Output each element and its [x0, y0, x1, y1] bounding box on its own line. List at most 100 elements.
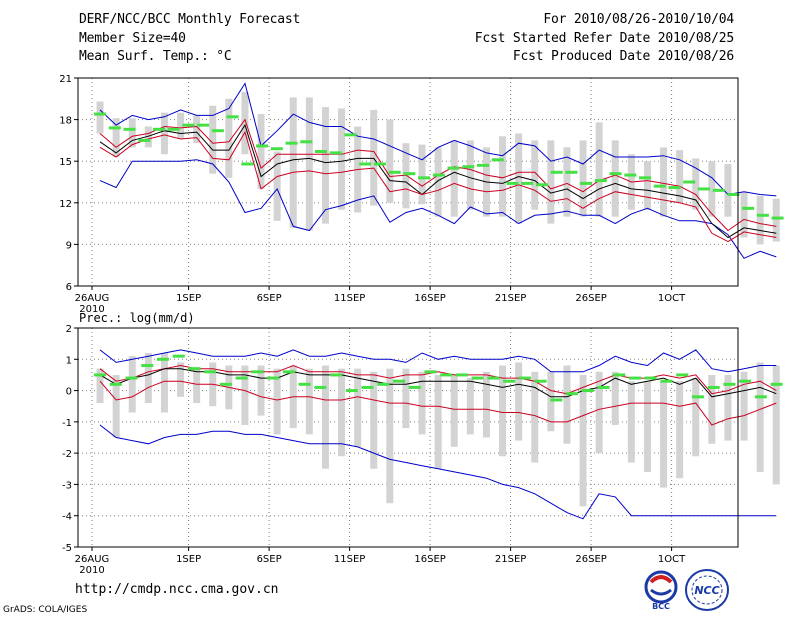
y-tick-label: 21: [59, 74, 72, 85]
temperature-panel: 6 9 12 15 18 21 26AUG 1SEP 6SEP 11SEP 16SEP 21SEP 26…: [59, 74, 784, 315]
observed-marker: [408, 385, 421, 389]
observed-marker: [506, 181, 519, 185]
observed-marker: [521, 181, 534, 185]
observed-marker: [388, 170, 401, 174]
spread-box: [402, 368, 410, 429]
observed-marker: [691, 395, 704, 399]
spread-box: [193, 115, 201, 144]
spread-box: [740, 371, 748, 441]
series-min-line: [99, 82, 777, 197]
observed-marker: [471, 376, 484, 380]
observed-marker: [156, 357, 169, 361]
observed-marker: [683, 180, 696, 184]
source-url[interactable]: http://cmdp.ncc.cma.gov.cn: [75, 582, 279, 597]
spread-box: [177, 112, 185, 140]
y-tick-label: -5: [62, 543, 72, 554]
spread-box: [692, 158, 700, 210]
spread-box: [338, 108, 346, 210]
x-tick-label: 6SEP: [257, 293, 282, 304]
spread-box: [418, 371, 426, 435]
spread-box: [434, 374, 442, 469]
spread-box: [740, 191, 748, 238]
precipitation-panel: -5 -4 -3 -2 -1 0 1 2 26AUG 1SEP 6SEP 11SEP 16SEP 21SE…: [62, 324, 783, 576]
spread-box: [305, 368, 313, 435]
x-tick-label: 21SEP: [495, 293, 526, 304]
y-tick-label: -3: [62, 480, 72, 491]
x-tick-label: 11SEP: [334, 293, 365, 304]
spread-box: [112, 374, 120, 438]
x-tick-label: 1SEP: [176, 554, 201, 565]
spread-box: [402, 143, 410, 209]
y-tick-label: -2: [62, 449, 72, 460]
spread-box: [595, 371, 603, 454]
bcc-logo-text: BCC: [652, 602, 670, 610]
spread-box: [450, 374, 458, 447]
plot-frame: [77, 77, 739, 287]
spread-box: [643, 161, 651, 210]
spread-box: [160, 353, 168, 413]
observed-marker: [739, 379, 752, 383]
observed-marker: [94, 373, 107, 377]
spread-box: [676, 150, 684, 203]
observed-marker: [345, 389, 358, 393]
y-tick-label: 6: [66, 282, 72, 293]
spread-box: [209, 105, 217, 174]
observed-marker: [94, 112, 107, 116]
observed-marker: [455, 373, 468, 377]
spread-box: [692, 378, 700, 457]
spread-box: [482, 371, 490, 438]
observed-marker: [754, 395, 767, 399]
spread-box: [563, 147, 571, 217]
observed-marker: [535, 183, 548, 187]
observed-marker: [314, 149, 327, 153]
observed-marker: [330, 373, 343, 377]
observed-marker: [518, 376, 531, 380]
x-tick-label: 6SEP: [257, 554, 282, 565]
spread-box: [563, 365, 571, 444]
spread-box: [756, 362, 764, 472]
observed-marker: [197, 123, 210, 127]
spread-box: [386, 119, 394, 203]
spread-box: [579, 140, 587, 217]
spread-box: [547, 140, 555, 224]
spread-box: [241, 365, 249, 425]
observed-marker: [644, 376, 657, 380]
forecast-period: For 2010/08/26-2010/10/04: [543, 12, 734, 27]
observed-marker: [660, 379, 673, 383]
observed-marker: [432, 173, 445, 177]
x-year-label: 2010: [79, 304, 104, 315]
observed-marker: [109, 382, 122, 386]
y-tick-label: 12: [59, 199, 72, 210]
observed-marker: [211, 129, 224, 133]
observed-marker: [172, 354, 185, 358]
spread-box: [144, 353, 152, 404]
spread-box: [160, 112, 168, 155]
observed-marker: [613, 373, 626, 377]
x-tick-label: 1SEP: [176, 293, 201, 304]
spread-box: [386, 368, 394, 504]
observed-marker: [241, 162, 254, 166]
spread-box: [321, 107, 329, 224]
x-tick-label: 26AUG: [75, 293, 110, 304]
observed-marker: [770, 382, 783, 386]
member-size: Member Size=40: [79, 31, 186, 46]
observed-marker: [771, 216, 784, 220]
observed-marker: [565, 170, 578, 174]
observed-marker: [487, 376, 500, 380]
observed-marker: [392, 379, 405, 383]
spread-box: [660, 381, 668, 488]
observed-marker: [597, 385, 610, 389]
spread-box: [144, 126, 152, 148]
observed-marker: [503, 379, 516, 383]
observed-marker: [653, 184, 666, 188]
variable-label: Mean Surf. Temp.: °C: [79, 49, 232, 64]
x-tick-label: 26AUG: [75, 554, 110, 565]
spread-box: [611, 140, 619, 217]
observed-marker: [418, 176, 431, 180]
spread-box: [434, 147, 442, 217]
y-tick-label: -4: [62, 512, 72, 523]
spread-box: [370, 109, 378, 206]
observed-marker: [152, 127, 165, 131]
spread-box: [177, 362, 185, 397]
x-tick-label: 11SEP: [334, 554, 365, 565]
